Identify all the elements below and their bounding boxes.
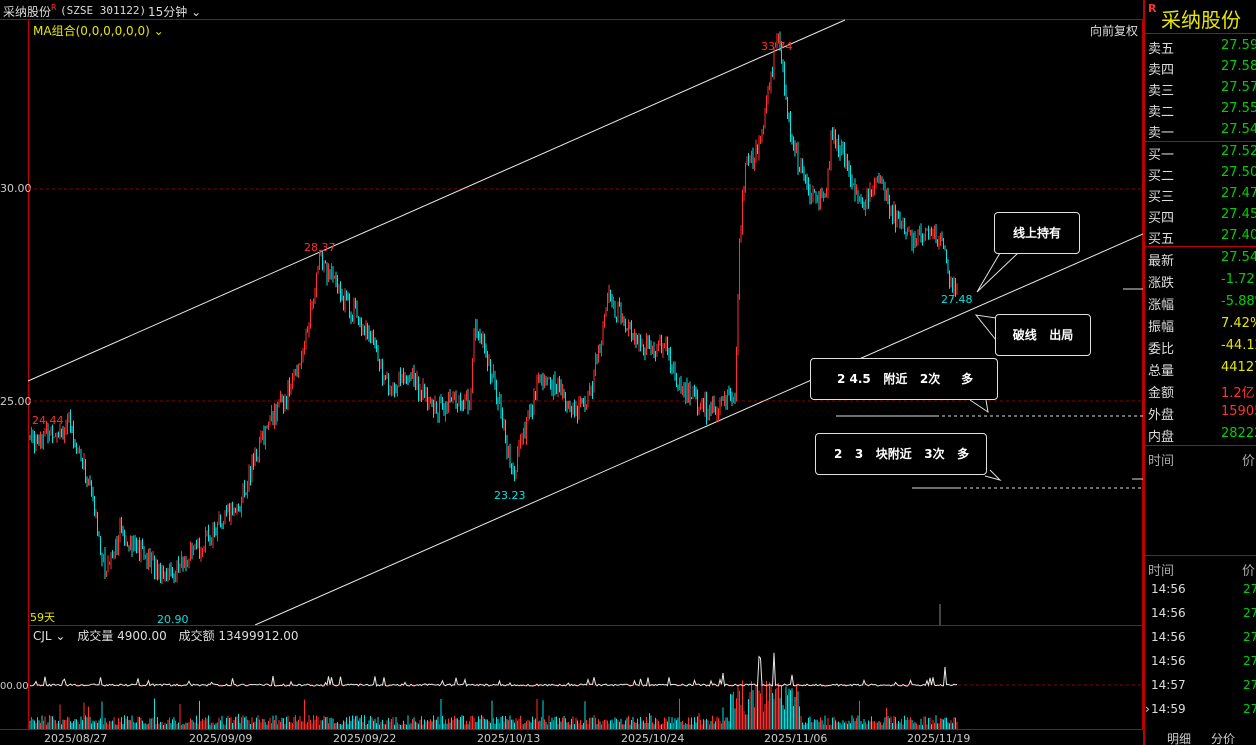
stock-code: (SZSE 301122) [60, 4, 147, 17]
volume-axis-tick: 00.00 [0, 681, 29, 692]
volume-panel [28, 625, 1143, 729]
buy-level-3[interactable]: 买三 27.47 [1148, 186, 1256, 205]
buy-level-5[interactable]: 买五 27.40 [1148, 228, 1256, 247]
quote-header: R 采纳股份 [1145, 0, 1256, 34]
note-level-2[interactable]: 2 3 块附近 3次 多 [815, 433, 987, 475]
ma-indicator-selector[interactable]: MA组合(0,0,0,0,0,0) ⌄ [33, 24, 164, 38]
date-tick: 2025/11/19 [907, 732, 971, 745]
minute-header: 时间价 [1148, 454, 1256, 469]
price-label-24-44: 24.44 [32, 414, 64, 427]
price-label-23-23: 23.23 [494, 489, 526, 502]
volume-value: 成交量 4900.00 [77, 629, 167, 643]
date-tick: 2025/09/09 [189, 732, 253, 745]
cjl-selector[interactable]: CJL ⌄ [33, 629, 66, 643]
tick-row[interactable]: 14:56 27 [1151, 582, 1256, 596]
stat-outer-volume: 外盘15905 [1148, 404, 1256, 423]
stat-amplitude: 振幅7.42% [1148, 316, 1256, 335]
quote-stock-name: 采纳股份 [1161, 8, 1241, 32]
stat-change: 涨跌 -1.72 [1148, 272, 1255, 291]
date-tick: 2025/09/22 [333, 732, 397, 745]
note-hold[interactable]: 线上持有 [994, 212, 1080, 254]
callout-pointer-break [974, 314, 997, 341]
main-chart-frame [28, 20, 1143, 625]
tick-row[interactable]: › 14:59 27 [1145, 702, 1256, 716]
y-tick-25: 25.00 [0, 395, 32, 408]
stat-order-ratio: 委比-44.12% [1148, 338, 1256, 357]
price-label-20-90: 20.90 [157, 613, 189, 626]
note-break[interactable]: 破线 出局 [995, 314, 1091, 356]
date-tick: 2025/10/24 [621, 732, 685, 745]
date-tick: 2025/10/13 [477, 732, 541, 745]
callout-pointer-hold [976, 252, 1019, 293]
title-bar: 采纳股份R (SZSE 301122) 15分钟 ⌄ [0, 0, 1143, 20]
stat-inner-volume: 内盘28222 [1148, 426, 1256, 445]
amount-value: 成交额 13499912.00 [178, 629, 299, 643]
callout-pointer-level2 [984, 469, 1002, 481]
callout-pointer-level1 [969, 399, 989, 414]
sell-level-3[interactable]: 卖三 27.57 [1148, 80, 1256, 99]
tick-row[interactable]: 14:56 27 [1151, 654, 1256, 668]
divider [1145, 141, 1256, 142]
tick-row[interactable]: 14:56 27 [1151, 630, 1256, 644]
price-label-27-48: 27.48 [941, 293, 973, 306]
tab-price-split[interactable]: 分价 [1211, 732, 1236, 745]
sell-level-4[interactable]: 卖四 27.58 [1148, 59, 1256, 78]
stat-change-pct: 涨幅-5.88% [1148, 294, 1256, 313]
chevron-right-icon: › [1145, 702, 1150, 716]
candlestick-series [29, 31, 958, 585]
divider [1145, 246, 1256, 247]
r-mark: R [1148, 2, 1157, 15]
buy-level-4[interactable]: 买四 27.45 [1148, 207, 1256, 226]
restore-mode-button[interactable]: 向前复权 [1089, 24, 1138, 38]
days-label: 59天 [30, 611, 55, 624]
price-chart[interactable]: 24.44 20.90 28.37 23.23 33.74 27.48 00.0… [0, 0, 1143, 745]
chevron-down-icon: ⌄ [149, 24, 164, 38]
buy-level-2[interactable]: 买二 27.50 [1148, 165, 1256, 184]
panel-tabs: 明细 分价 [1145, 729, 1256, 745]
tick-row[interactable]: 14:57 27 [1151, 678, 1256, 692]
date-axis: 2025/08/27 2025/09/09 2025/09/22 2025/10… [0, 729, 1143, 745]
stock-title: 采纳股份R [3, 3, 57, 19]
divider [1145, 445, 1256, 446]
chevron-down-icon: ⌄ [187, 5, 202, 19]
tab-detail[interactable]: 明细 [1167, 732, 1192, 745]
date-tick: 2025/11/06 [764, 732, 828, 745]
sell-level-2[interactable]: 卖二 27.55 [1148, 101, 1256, 120]
y-tick-30: 30.00 [0, 182, 32, 195]
volume-series [29, 680, 958, 729]
volume-ma-line [30, 652, 958, 688]
quote-panel: R 采纳股份 卖五 27.59 卖四 27.58 卖三 27.57 卖二 27.55 卖… [1143, 0, 1256, 745]
date-tick: 2025/08/27 [44, 732, 108, 745]
divider [1145, 555, 1256, 556]
detail-header: 时间价 [1148, 564, 1256, 579]
period-selector[interactable]: 15分钟 ⌄ [148, 5, 202, 19]
volume-indicator-label: CJL ⌄ 成交量 4900.00 成交额 13499912.00 [33, 627, 299, 644]
sell-level-1[interactable]: 卖一 27.54 [1148, 122, 1256, 141]
channel-upper-line[interactable] [27, 19, 846, 382]
channel-lower-line[interactable] [254, 233, 1143, 626]
r-mark: R [51, 3, 57, 12]
chevron-down-icon: ⌄ [51, 629, 66, 643]
tick-row[interactable]: 14:56 27 [1151, 606, 1256, 620]
stat-total-volume: 总量44127 [1148, 360, 1256, 379]
stat-amount: 金额 1.2亿 [1148, 386, 1255, 401]
stat-latest: 最新 27.54 [1148, 250, 1256, 269]
price-label-33-74: 33.74 [761, 40, 793, 53]
price-label-28-37: 28.37 [304, 241, 336, 254]
buy-level-1[interactable]: 买一 27.52 [1148, 144, 1256, 163]
note-level-1[interactable]: 2 4.5 附近 2次 多 [810, 358, 998, 400]
sell-level-5[interactable]: 卖五 27.59 [1148, 38, 1256, 57]
